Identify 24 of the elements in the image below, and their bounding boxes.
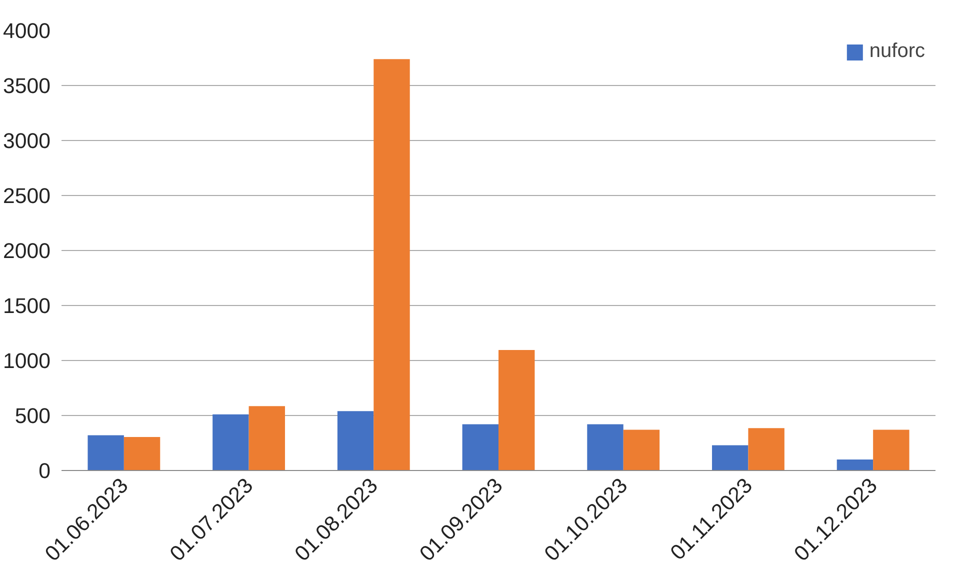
bar (587, 424, 624, 470)
y-tick-label: 3000 (3, 129, 51, 153)
y-tick-label: 0 (38, 459, 51, 483)
y-tick-label: 1000 (3, 349, 51, 373)
bar (748, 428, 784, 470)
y-tick-label: 2500 (3, 184, 51, 208)
legend-label: nuforc (869, 40, 925, 63)
y-tick-label: 4000 (3, 19, 51, 43)
y-tick-label: 1500 (3, 294, 51, 318)
y-tick-label: 500 (14, 404, 51, 428)
bar (873, 430, 910, 470)
bar (374, 59, 410, 470)
bar (623, 430, 660, 470)
bar (212, 414, 249, 470)
bar (248, 406, 285, 470)
y-tick-label: 3500 (3, 74, 51, 98)
bar (88, 435, 124, 470)
bar (337, 411, 374, 470)
bar (124, 436, 160, 470)
y-tick-label: 2000 (3, 239, 51, 263)
bar (462, 424, 498, 470)
bar (712, 445, 748, 470)
bar (498, 350, 535, 470)
bar (836, 460, 874, 470)
